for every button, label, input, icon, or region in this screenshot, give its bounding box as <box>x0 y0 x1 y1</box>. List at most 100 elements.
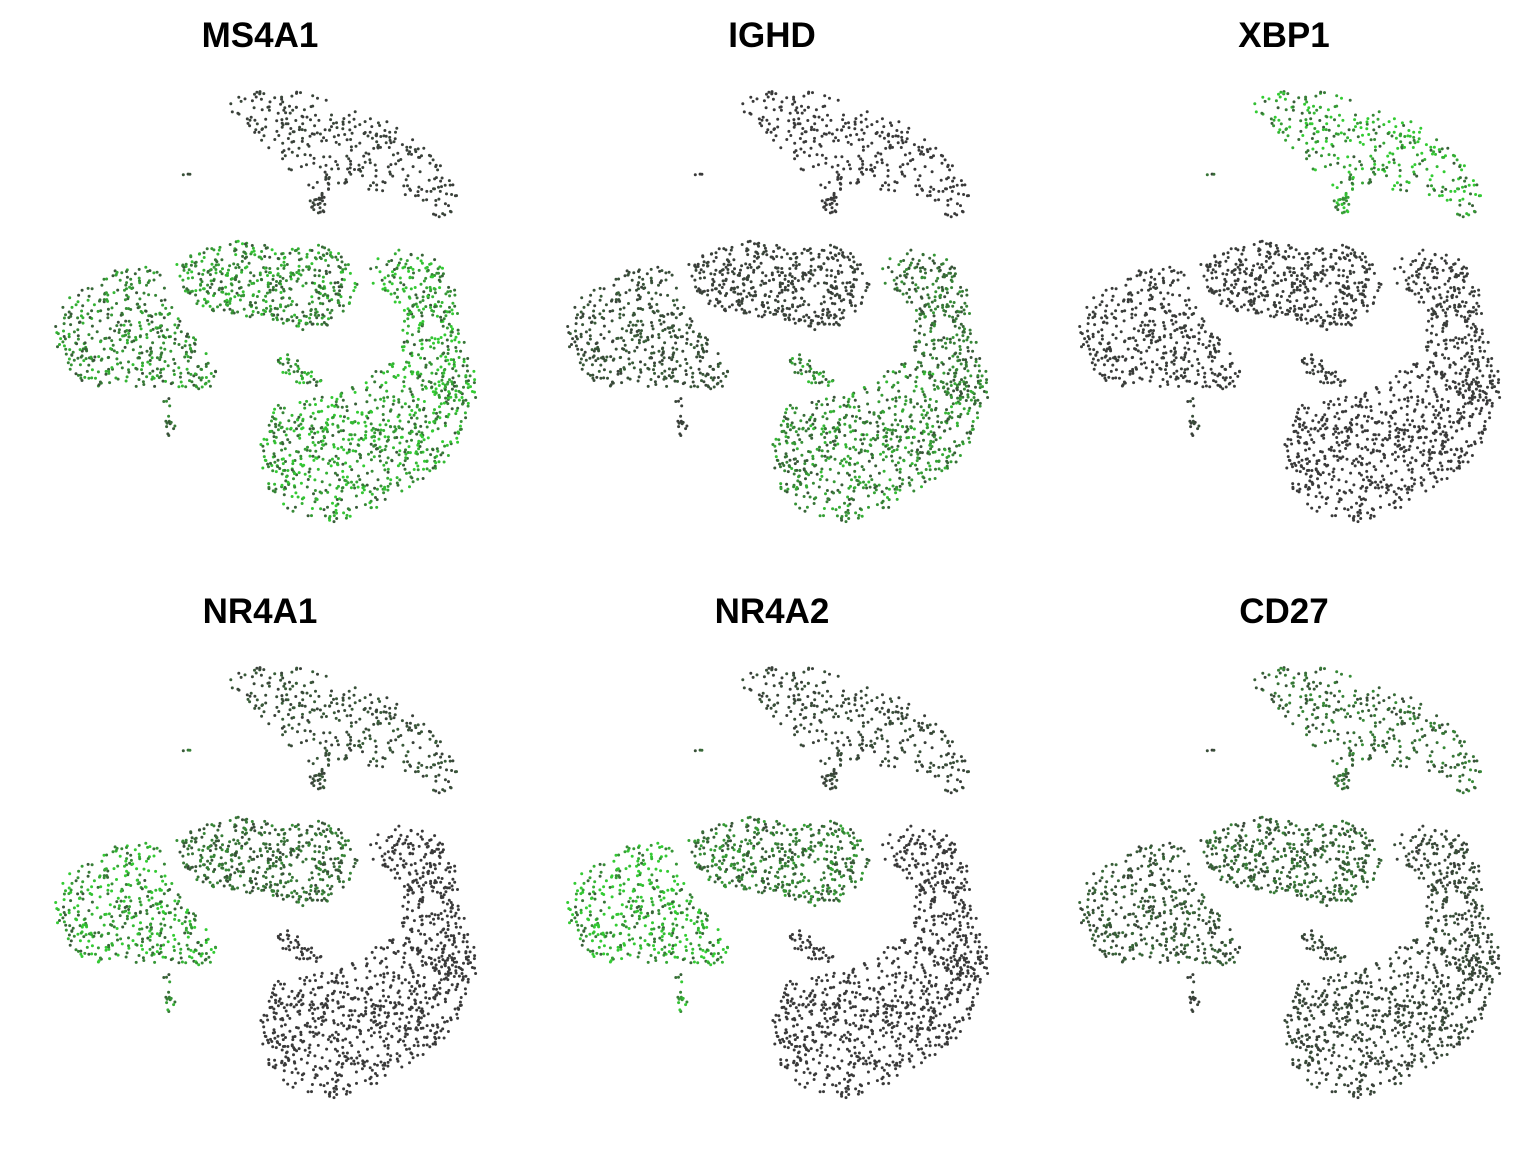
scatter-point <box>341 122 345 126</box>
scatter-point <box>919 405 923 409</box>
scatter-point <box>395 288 399 291</box>
scatter-point <box>842 457 846 461</box>
scatter-point <box>399 158 403 161</box>
scatter-point <box>888 428 892 432</box>
scatter-point <box>189 254 193 258</box>
scatter-point <box>964 358 968 362</box>
scatter-point <box>859 157 863 161</box>
scatter-point <box>881 422 885 426</box>
scatter-point <box>347 120 351 124</box>
scatter-point <box>978 382 982 386</box>
scatter-point <box>382 134 386 138</box>
scatter-point <box>927 403 931 407</box>
scatter-point <box>876 433 879 437</box>
scatter-point <box>443 444 447 448</box>
scatter-point <box>777 306 780 310</box>
scatter-point <box>258 91 262 95</box>
scatter-point <box>352 483 356 487</box>
scatter-point <box>1377 110 1381 114</box>
scatter-point <box>922 438 925 442</box>
scatter-point <box>180 384 184 388</box>
scatter-point <box>782 419 785 423</box>
scatter-point <box>825 268 829 272</box>
scatter-point <box>1329 163 1332 167</box>
scatter-point <box>716 376 720 379</box>
scatter-point <box>94 376 97 380</box>
scatter-point <box>466 357 470 360</box>
scatter-point <box>817 163 820 167</box>
scatter-point <box>887 183 891 187</box>
scatter-point <box>102 300 106 304</box>
scatter-point <box>1348 163 1352 167</box>
scatter-point <box>773 466 777 470</box>
scatter-point <box>169 349 173 353</box>
scatter-point <box>172 357 176 361</box>
scatter-point <box>865 486 869 490</box>
scatter-point <box>391 174 395 178</box>
scatter-point <box>127 332 131 335</box>
scatter-point <box>286 304 290 308</box>
scatter-point <box>288 251 292 255</box>
scatter-point <box>961 334 965 338</box>
scatter-point <box>807 380 811 384</box>
scatter-point <box>362 154 366 158</box>
scatter-point <box>774 437 778 441</box>
scatter-point <box>738 303 742 307</box>
scatter-point <box>323 128 327 132</box>
scatter-point <box>1353 118 1357 122</box>
scatter-point <box>844 289 848 293</box>
scatter-point <box>1288 125 1292 129</box>
scatter-point <box>911 281 915 285</box>
scatter-point <box>273 490 277 494</box>
scatter-point <box>374 169 378 172</box>
scatter-point <box>266 442 270 446</box>
scatter-point <box>786 422 789 426</box>
scatter-point <box>875 503 879 507</box>
scatter-point <box>929 353 932 357</box>
scatter-point <box>173 331 177 335</box>
scatter-point <box>323 246 327 250</box>
scatter-point <box>599 376 603 380</box>
scatter-point <box>1421 159 1424 163</box>
scatter-point <box>870 123 874 127</box>
scatter-point <box>327 187 330 191</box>
scatter-point <box>420 431 424 435</box>
scatter-point <box>853 122 857 126</box>
scatter-point <box>846 400 850 404</box>
scatter-point <box>66 361 70 365</box>
scatter-point <box>769 255 773 259</box>
scatter-point <box>780 290 784 294</box>
scatter-point <box>799 358 803 362</box>
scatter-point <box>117 328 121 332</box>
scatter-point <box>820 403 824 407</box>
scatter-point <box>915 459 919 463</box>
scatter-point <box>641 323 645 327</box>
scatter-point <box>74 303 78 307</box>
scatter-point <box>1451 178 1455 182</box>
scatter-point <box>790 467 794 470</box>
scatter-point <box>336 167 340 171</box>
scatter-point <box>421 387 425 391</box>
scatter-point <box>702 380 706 384</box>
scatter-point <box>251 294 255 298</box>
scatter-point <box>922 476 926 480</box>
scatter-point <box>399 257 403 261</box>
scatter-point <box>344 267 348 271</box>
scatter-point <box>974 360 978 364</box>
scatter-point <box>297 264 301 268</box>
scatter-point <box>829 410 833 414</box>
scatter-point <box>823 186 827 190</box>
scatter-point <box>635 330 639 333</box>
scatter-point <box>874 488 878 492</box>
scatter-point <box>98 380 102 384</box>
scatter-point <box>930 408 933 412</box>
scatter-point <box>1441 185 1445 189</box>
scatter-point <box>259 277 263 281</box>
scatter-point <box>194 264 198 268</box>
scatter-point <box>915 467 919 471</box>
scatter-point <box>891 145 894 149</box>
scatter-point <box>820 474 824 478</box>
scatter-point <box>67 357 71 361</box>
scatter-point <box>887 498 891 502</box>
scatter-point <box>726 268 730 271</box>
